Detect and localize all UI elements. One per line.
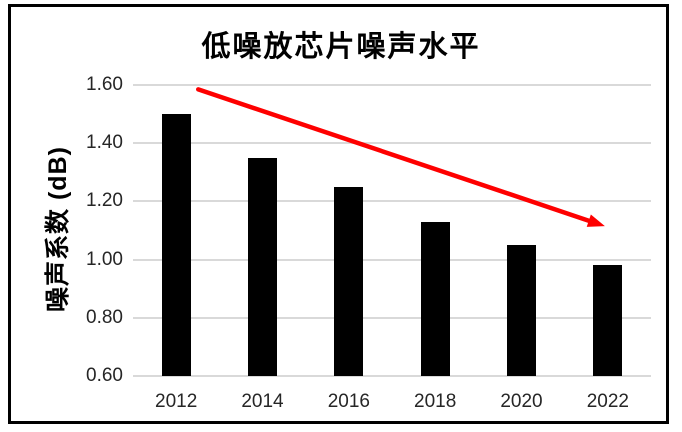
y-tick-label: 1.00 (86, 248, 123, 270)
x-tick-label: 2014 (241, 391, 284, 412)
gridline (133, 316, 651, 319)
chart-title: 低噪放芯片噪声水平 (201, 31, 481, 63)
y-axis-title: 噪声系数 (dB) (44, 146, 72, 312)
gridline (133, 142, 651, 145)
plot-area (133, 84, 651, 377)
y-tick-label: 1.40 (86, 132, 123, 154)
bar-2012 (161, 114, 191, 376)
x-tick-label: 2022 (586, 391, 629, 412)
trend-arrow-head (586, 214, 605, 227)
trend-arrow-line (196, 87, 598, 226)
x-tick-label: 2016 (327, 391, 370, 412)
x-tick-label: 2020 (500, 391, 543, 412)
bar-2020 (507, 245, 536, 376)
y-tick-label: 1.20 (86, 190, 123, 212)
y-tick-label: 0.80 (86, 306, 123, 328)
x-tick-label: 2012 (155, 391, 198, 412)
x-tick-label: 2018 (414, 391, 457, 412)
gridline (133, 375, 651, 377)
trend-arrow (196, 87, 605, 227)
y-tick-label: 1.60 (86, 74, 123, 95)
gridline (133, 258, 651, 261)
bar-2022 (593, 265, 623, 376)
gridline (133, 200, 651, 203)
bar-2018 (420, 221, 450, 376)
y-tick-label: 0.60 (86, 365, 123, 386)
bar-2014 (248, 157, 277, 376)
gridline (133, 84, 651, 86)
bar-2016 (334, 186, 364, 376)
